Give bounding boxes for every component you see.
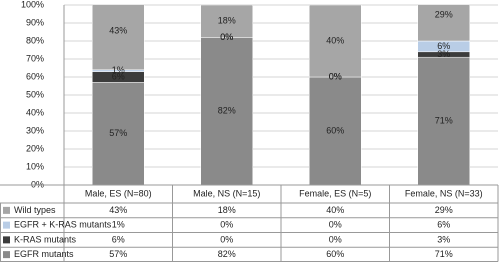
table-cell: 6% xyxy=(112,234,125,244)
legend-swatch xyxy=(3,206,10,214)
table-cell: 1% xyxy=(112,220,125,230)
table-cell: 43% xyxy=(109,205,127,215)
data-label: 0% xyxy=(329,71,342,81)
table-cell: 82% xyxy=(218,249,236,259)
legend-label: K-RAS mutants xyxy=(14,234,77,244)
legend-label: Wild types xyxy=(14,205,56,215)
y-tick-label: 50% xyxy=(26,89,44,99)
y-tick-label: 70% xyxy=(26,53,44,63)
data-label: 3% xyxy=(437,49,450,59)
legend-swatch xyxy=(3,221,10,229)
y-tick-label: 40% xyxy=(26,107,44,117)
legend-swatch xyxy=(3,236,10,244)
table-cell: 18% xyxy=(218,205,236,215)
legend-swatch xyxy=(3,251,10,259)
data-label: 1% xyxy=(112,65,125,75)
data-label: 0% xyxy=(220,32,233,42)
table-cell: 3% xyxy=(437,234,450,244)
table-cell: 0% xyxy=(220,234,233,244)
y-tick-label: 100% xyxy=(21,0,44,9)
data-label: 40% xyxy=(326,35,344,45)
x-tick-label: Female, NS (N=33) xyxy=(405,188,483,198)
bar-segment xyxy=(309,5,362,78)
y-tick-label: 10% xyxy=(26,161,44,171)
data-label: 82% xyxy=(218,106,236,116)
y-tick-label: 80% xyxy=(26,35,44,45)
bar-segment xyxy=(92,82,145,185)
table-cell: 0% xyxy=(220,220,233,230)
data-label: 0% xyxy=(329,71,342,81)
table-cell: 0% xyxy=(329,234,342,244)
data-label: 71% xyxy=(435,115,453,125)
x-tick-label: Male, NS (N=15) xyxy=(193,188,260,198)
data-table: Male, ES (N=80) Male, NS (N=15) Female, ES… xyxy=(0,184,499,262)
y-tick-label: 90% xyxy=(26,17,44,27)
table-cell: 57% xyxy=(109,249,127,259)
y-tick-label: 0% xyxy=(31,179,44,189)
bar-segment xyxy=(200,5,253,38)
labels: 0%10%20%30%40%50%60%70%80%90%100%57%6%1%… xyxy=(21,0,453,189)
data-label: 43% xyxy=(109,25,127,35)
bar-segment xyxy=(417,56,470,185)
data-label: 0% xyxy=(220,32,233,42)
bar-segment xyxy=(200,37,253,185)
y-tick-label: 20% xyxy=(26,143,44,153)
table-cell: 40% xyxy=(326,205,344,215)
table-cell: 0% xyxy=(329,220,342,230)
bar-segment xyxy=(309,76,362,185)
legend-label: EGFR mutants xyxy=(14,249,74,259)
data-label: 57% xyxy=(109,128,127,138)
data-label: 18% xyxy=(218,16,236,26)
bar-segment xyxy=(417,5,470,42)
x-tick-label: Female, ES (N=5) xyxy=(299,188,371,198)
x-tick-label: Male, ES (N=80) xyxy=(85,188,152,198)
table-cell: 6% xyxy=(437,220,450,230)
table-cell: 60% xyxy=(326,249,344,259)
y-tick-label: 30% xyxy=(26,125,44,135)
data-label: 29% xyxy=(435,9,453,19)
legend-label: EGFR + K-RAS mutants xyxy=(14,220,112,230)
table-cell: 71% xyxy=(435,249,453,259)
bar-segment xyxy=(92,5,145,71)
data-label: 6% xyxy=(437,41,450,51)
bars xyxy=(92,5,470,185)
data-label: 60% xyxy=(326,125,344,135)
data-label: 6% xyxy=(112,71,125,81)
table-cell: 29% xyxy=(435,205,453,215)
y-tick-label: 60% xyxy=(26,71,44,81)
